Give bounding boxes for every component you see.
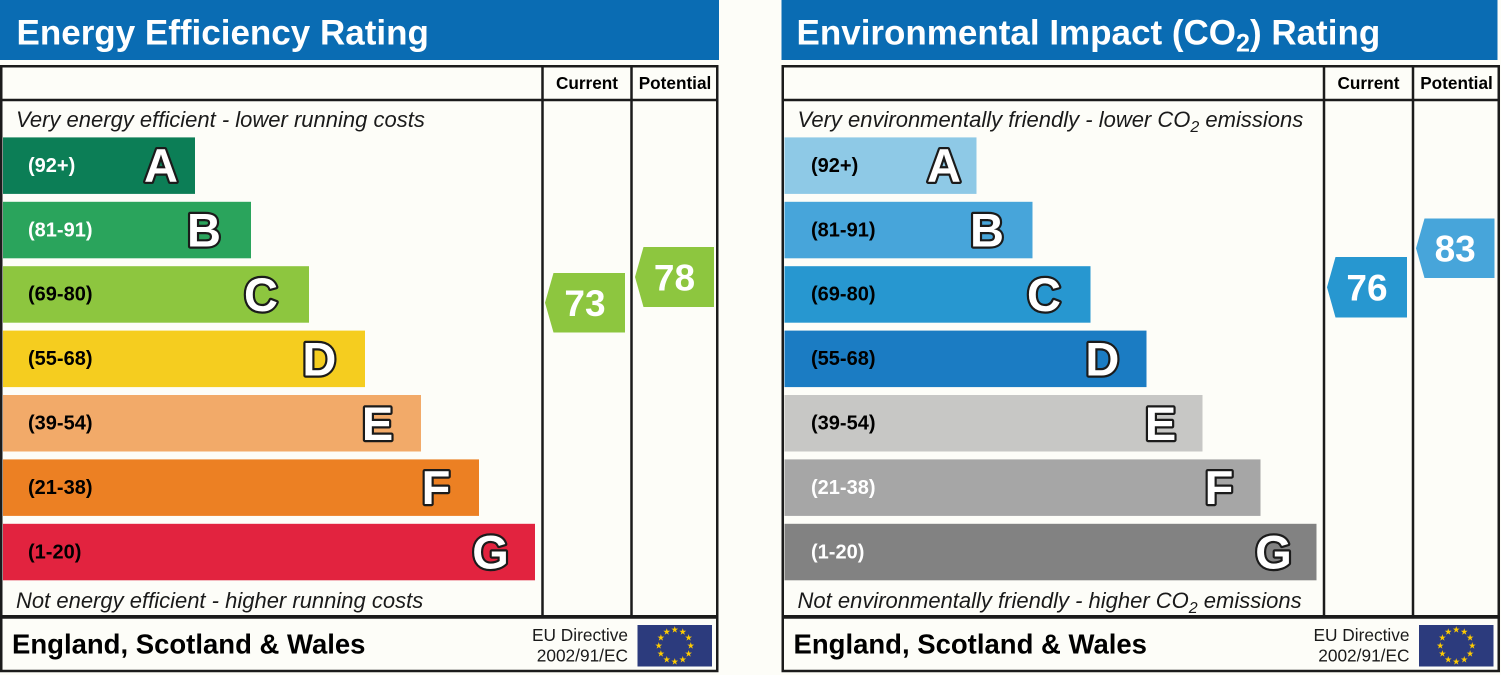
svg-text:Potential: Potential <box>639 73 712 93</box>
svg-text:B: B <box>187 204 221 257</box>
svg-text:B: B <box>970 204 1004 257</box>
svg-text:C: C <box>244 268 278 321</box>
svg-text:(1-20): (1-20) <box>28 541 81 563</box>
svg-text:(39-54): (39-54) <box>28 413 92 435</box>
svg-text:76: 76 <box>1346 268 1387 309</box>
svg-text:Not environmentally friendly -: Not environmentally friendly - higher CO… <box>798 588 1302 617</box>
svg-text:D: D <box>1085 332 1119 385</box>
svg-text:(39-54): (39-54) <box>811 413 875 435</box>
svg-text:(81-91): (81-91) <box>28 219 92 241</box>
svg-text:England, Scotland & Wales: England, Scotland & Wales <box>12 629 365 660</box>
svg-text:2002/91/EC: 2002/91/EC <box>1318 645 1409 665</box>
svg-text:(92+): (92+) <box>28 155 75 177</box>
svg-text:78: 78 <box>654 257 695 298</box>
svg-text:(21-38): (21-38) <box>811 477 875 499</box>
svg-text:Current: Current <box>556 73 618 93</box>
svg-text:Current: Current <box>1337 73 1399 93</box>
svg-text:Environmental Impact (CO2) Rat: Environmental Impact (CO2) Rating <box>797 14 1381 58</box>
svg-text:Potential: Potential <box>1420 73 1493 93</box>
svg-text:E: E <box>1145 397 1176 450</box>
svg-text:(1-20): (1-20) <box>811 541 864 563</box>
svg-text:EU Directive: EU Directive <box>532 625 628 645</box>
svg-text:A: A <box>927 139 961 192</box>
svg-text:83: 83 <box>1435 229 1476 270</box>
svg-text:(92+): (92+) <box>811 155 858 177</box>
svg-text:(21-38): (21-38) <box>28 477 92 499</box>
svg-text:E: E <box>362 397 393 450</box>
svg-text:Very energy efficient - lower: Very energy efficient - lower running co… <box>16 107 425 132</box>
svg-text:F: F <box>1205 461 1234 514</box>
svg-text:Not energy efficient - higher: Not energy efficient - higher running co… <box>16 588 423 613</box>
svg-text:(69-80): (69-80) <box>811 284 875 306</box>
svg-text:(69-80): (69-80) <box>28 284 92 306</box>
svg-text:A: A <box>144 139 178 192</box>
svg-text:(55-68): (55-68) <box>811 348 875 370</box>
svg-text:Very environmentally friendly: Very environmentally friendly - lower CO… <box>798 107 1304 136</box>
svg-text:G: G <box>472 526 509 579</box>
svg-text:F: F <box>422 461 451 514</box>
svg-text:(81-91): (81-91) <box>811 219 875 241</box>
svg-text:Energy Efficiency Rating: Energy Efficiency Rating <box>17 14 429 53</box>
svg-text:England, Scotland & Wales: England, Scotland & Wales <box>794 629 1147 660</box>
svg-text:2002/91/EC: 2002/91/EC <box>537 645 628 665</box>
svg-text:C: C <box>1027 268 1061 321</box>
svg-text:G: G <box>1255 526 1292 579</box>
svg-text:EU Directive: EU Directive <box>1313 625 1409 645</box>
svg-text:D: D <box>302 332 336 385</box>
svg-text:(55-68): (55-68) <box>28 348 92 370</box>
svg-text:73: 73 <box>564 283 605 324</box>
